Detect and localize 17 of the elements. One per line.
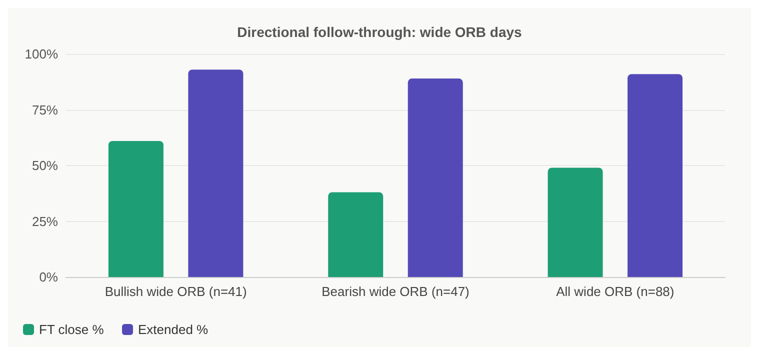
bar xyxy=(188,70,244,277)
bar xyxy=(408,78,463,277)
x-tick-label: All wide ORB (n=88) xyxy=(556,284,674,299)
x-tick-label: Bullish wide ORB (n=41) xyxy=(104,284,247,299)
legend-label: Extended % xyxy=(138,322,209,337)
x-tick-label: Bearish wide ORB (n=47) xyxy=(322,284,470,299)
y-tick-label: 50% xyxy=(32,158,58,173)
y-tick-label: 100% xyxy=(24,46,58,62)
y-tick-label: 25% xyxy=(32,214,58,229)
bar xyxy=(328,192,384,277)
bar xyxy=(108,140,164,277)
y-tick-label: 0% xyxy=(39,270,58,284)
bar xyxy=(628,74,683,277)
chart-title: Directional follow-through: wide ORB days xyxy=(237,24,522,40)
y-tick-label: 75% xyxy=(32,102,58,118)
legend-label: FT close % xyxy=(39,322,104,337)
bar xyxy=(548,168,603,277)
